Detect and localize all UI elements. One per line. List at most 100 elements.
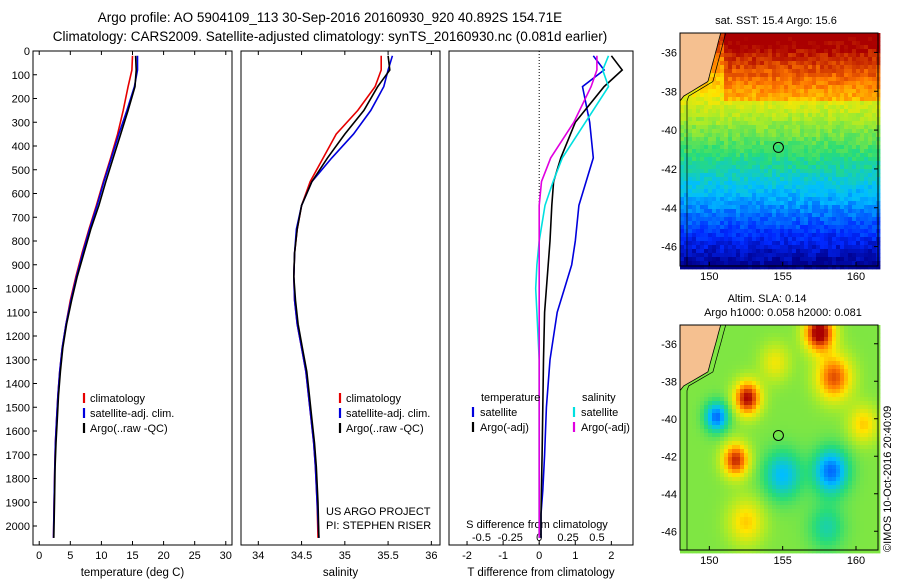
sla-map-title-2: Argo h1000: 0.058 h2000: 0.081 — [704, 307, 862, 319]
x-tick-label: 34.5 — [291, 550, 312, 562]
land — [680, 33, 721, 266]
plot-frame — [32, 50, 233, 546]
y-tick-label: -40 — [661, 414, 677, 426]
argo-location-marker — [772, 429, 784, 441]
y-tick-label: 300 — [12, 117, 30, 129]
title-line-1: Argo profile: AO 5904109_113 30-Sep-2016… — [97, 10, 563, 25]
y-tick-label: 600 — [12, 189, 30, 201]
y-tick-label: -44 — [661, 489, 677, 501]
credit-label: ©IMOS 10-Oct-2016 20:40:09 — [882, 405, 894, 552]
y-tick-label: -38 — [661, 376, 677, 388]
series-line-satellite-adj-clim- — [52, 55, 139, 538]
y-tick-label: 500 — [12, 165, 30, 177]
legend-label: satellite — [581, 407, 618, 419]
x-tick-label: 34 — [252, 550, 264, 562]
legend-heading: temperature — [481, 392, 540, 404]
series-line-satellite-adj-clim- — [292, 55, 394, 538]
legend-label: Argo(-adj) — [480, 422, 529, 434]
y-tick-label: -36 — [661, 47, 677, 59]
y-tick-label: 0 — [24, 46, 30, 58]
temperature-panel: 0 5 10 15 20 25 300100200300400500600700800900… — [6, 46, 233, 579]
isobath — [686, 32, 727, 266]
y-tick-label: 1300 — [6, 355, 30, 367]
difference-panel: -2 -1 0 1 2 -0.5 -0.25 0 0.25 0.5S difference fro… — [448, 50, 634, 579]
sla-map-panel: Altim. SLA: 0.14 Argo h1000: 0.058 h2000:… — [661, 293, 881, 567]
x2-tick-label: 0.5 — [589, 532, 604, 544]
y-tick-label: 1800 — [6, 474, 30, 486]
series-line-temperature-argo-adj- — [540, 55, 624, 538]
y-tick-label: -44 — [661, 203, 677, 215]
x2-tick-label: -0.25 — [498, 532, 523, 544]
x-tick-label: 1 — [572, 550, 578, 562]
y-tick-label: -40 — [661, 125, 677, 137]
x-tick-label: 10 — [95, 550, 107, 562]
y-tick-label: 900 — [12, 260, 30, 272]
legend-label: climatology — [346, 393, 402, 405]
legend-label: satellite-adj. clim. — [346, 408, 430, 420]
y-tick-label: 1400 — [6, 379, 30, 391]
y-tick-label: 1100 — [6, 307, 30, 319]
sst-map-panel: sat. SST: 15.4 Argo: 15.6 150 155 160 -36 -38… — [661, 15, 881, 283]
y-tick-label: 2000 — [6, 521, 30, 533]
y-tick-label: 800 — [12, 236, 30, 248]
land — [680, 325, 721, 550]
x-axis-label: salinity — [323, 567, 358, 579]
x-tick-label: 20 — [157, 550, 169, 562]
x-tick-label: 25 — [189, 550, 201, 562]
x2-axis-label: S difference from climatology — [466, 519, 608, 531]
x2-tick-label: -0.5 — [472, 532, 491, 544]
legend-label: climatology — [90, 393, 146, 405]
x-tick-label: 0 — [36, 550, 42, 562]
legend-label: Argo(-adj) — [581, 422, 630, 434]
legend-label: Argo(..raw -QC) — [346, 423, 424, 435]
annotation-text: US ARGO PROJECT — [326, 506, 431, 518]
argo-location-marker — [772, 141, 784, 153]
y-tick-label: 1000 — [6, 284, 30, 296]
y-tick-label: -42 — [661, 164, 677, 176]
series-line-salinity-argo-adj- — [538, 55, 598, 538]
x2-tick-label: 0.25 — [557, 532, 578, 544]
x-tick-label: 150 — [700, 271, 718, 283]
isobath — [686, 324, 727, 550]
salinity-panel: 34 34.5 35 35.5 36 salinity climatology satelli… — [240, 50, 441, 579]
series-line-temperature-satellite — [540, 55, 606, 538]
legend-label: Argo(..raw -QC) — [90, 423, 168, 435]
annotation-text: PI: STEPHEN RISER — [326, 520, 431, 532]
series-line-climatology — [292, 55, 383, 538]
x-tick-label: 35 — [339, 550, 351, 562]
x-tick-label: 2 — [608, 550, 614, 562]
x-tick-label: 36 — [425, 550, 437, 562]
title-line-2: Climatology: CARS2009. Satellite-adjuste… — [52, 29, 608, 44]
y-tick-label: -36 — [661, 339, 677, 351]
plot-frame — [240, 50, 441, 546]
x-tick-label: 30 — [220, 550, 232, 562]
y-tick-label: -42 — [661, 451, 677, 463]
map-frame — [679, 324, 879, 551]
x-tick-label: 150 — [700, 555, 718, 567]
y-tick-label: 1600 — [6, 426, 30, 438]
x-tick-label: 35.5 — [377, 550, 398, 562]
x-tick-label: 160 — [847, 271, 865, 283]
x-axis-label: T difference from climatology — [467, 567, 614, 579]
series-line-argo-raw-qc- — [53, 55, 138, 538]
legend-label: satellite — [480, 407, 517, 419]
legend-label: satellite-adj. clim. — [90, 408, 174, 420]
y-tick-label: 400 — [12, 141, 30, 153]
legend-heading: salinity — [582, 392, 616, 404]
sst-map-title: sat. SST: 15.4 Argo: 15.6 — [715, 15, 837, 27]
x-tick-label: -2 — [462, 550, 472, 562]
y-tick-label: -46 — [661, 526, 677, 538]
y-tick-label: 1500 — [6, 402, 30, 414]
x-axis-label: temperature (deg C) — [81, 567, 185, 579]
y-tick-label: 1700 — [6, 450, 30, 462]
x-tick-label: 0 — [536, 550, 542, 562]
x-tick-label: 155 — [773, 555, 791, 567]
series-line-argo-raw-qc- — [292, 55, 391, 538]
x-tick-label: 155 — [773, 271, 791, 283]
y-tick-label: -38 — [661, 86, 677, 98]
y-tick-label: 200 — [12, 94, 30, 106]
x2-tick-label: 0 — [536, 532, 542, 544]
x-tick-label: 15 — [126, 550, 138, 562]
x-tick-label: -1 — [498, 550, 508, 562]
